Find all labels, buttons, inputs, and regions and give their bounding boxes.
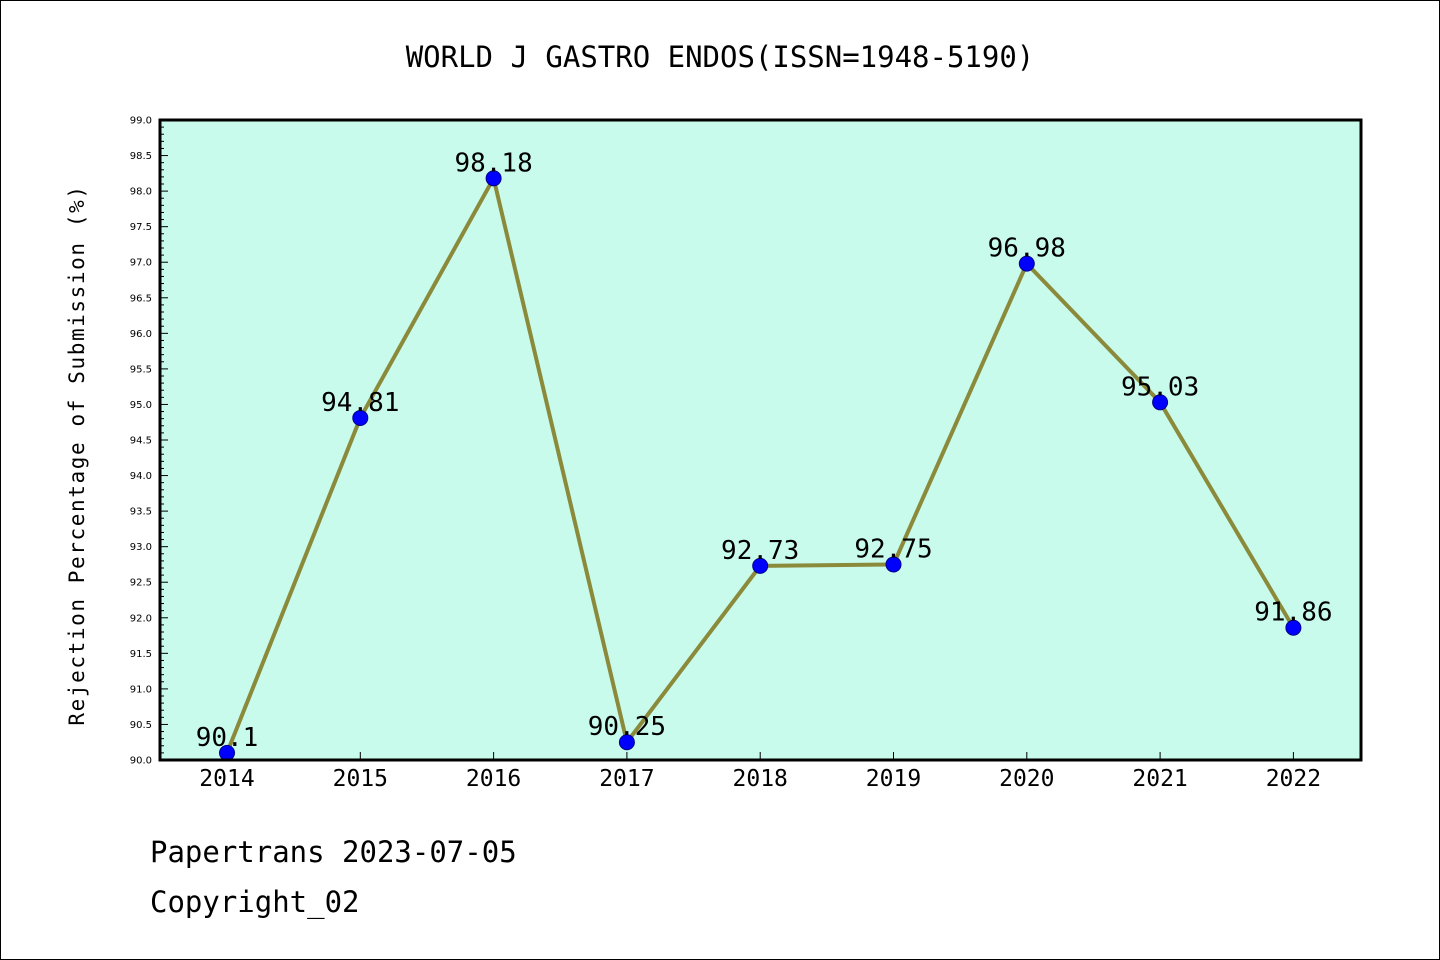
data-label: 92.73 bbox=[721, 536, 799, 566]
data-labels-group: 90.1 94.81 98.18 90.25 92.73 92.75 96.98 95.03 9… bbox=[196, 148, 1333, 753]
y-tick-label: 92.0 bbox=[130, 613, 152, 624]
x-tick-label: 2019 bbox=[866, 766, 921, 792]
data-point-marker bbox=[752, 557, 769, 574]
y-tick-label: 91.0 bbox=[130, 684, 152, 695]
data-point-marker bbox=[1152, 394, 1169, 411]
y-tick-label: 95.5 bbox=[130, 364, 152, 375]
data-point-marker bbox=[618, 734, 635, 751]
data-label: 92.75 bbox=[854, 534, 932, 564]
footer-copyright: Copyright_02 bbox=[150, 885, 360, 919]
data-label: 96.98 bbox=[988, 234, 1066, 264]
y-tick-label: 90.0 bbox=[130, 756, 152, 767]
data-point-marker bbox=[485, 170, 502, 187]
x-tick-label: 2014 bbox=[199, 766, 254, 792]
y-tick-label: 92.5 bbox=[130, 578, 152, 589]
data-point-marker bbox=[352, 409, 369, 426]
data-label: 98.18 bbox=[454, 148, 532, 178]
plot-area bbox=[160, 120, 1361, 760]
plot-border bbox=[158, 118, 1363, 762]
data-label: 95.03 bbox=[1121, 372, 1199, 402]
y-tick-label: 98.0 bbox=[130, 187, 152, 198]
y-tick-label: 98.5 bbox=[130, 151, 152, 162]
y-tick-label: 93.0 bbox=[130, 542, 152, 553]
markers-group bbox=[219, 170, 1302, 761]
y-tick-label: 91.5 bbox=[130, 649, 152, 660]
x-tick-label: 2018 bbox=[733, 766, 788, 792]
data-point-marker bbox=[1018, 255, 1035, 272]
x-tick-label: 2015 bbox=[333, 766, 388, 792]
data-point-marker bbox=[885, 556, 902, 573]
y-axis-label: Rejection Percentage of Submission (%) bbox=[65, 184, 89, 725]
y-tick-label: 90.5 bbox=[130, 720, 152, 731]
y-tick-label: 95.0 bbox=[130, 400, 152, 411]
y-tick-label: 94.0 bbox=[130, 471, 152, 482]
y-tick-label: 97.5 bbox=[130, 222, 152, 233]
y-tick-label: 97.0 bbox=[130, 258, 152, 269]
data-label: 94.81 bbox=[321, 388, 399, 418]
y-tick-label: 96.0 bbox=[130, 329, 152, 340]
data-point-marker bbox=[1285, 619, 1302, 636]
y-tick-label: 93.5 bbox=[130, 507, 152, 518]
data-label: 90.1 bbox=[196, 723, 259, 753]
x-tick-label: 2020 bbox=[999, 766, 1054, 792]
y-axis: 90.0 90.5 91.0 91.5 92.0 92.5 93.0 93.5 94.0 94.5… bbox=[130, 116, 168, 767]
y-tick-label: 99.0 bbox=[130, 116, 152, 127]
y-tick-label: 96.5 bbox=[130, 293, 152, 304]
x-tick-label: 2016 bbox=[466, 766, 521, 792]
footer-date: Papertrans 2023-07-05 bbox=[150, 835, 517, 869]
x-tick-label: 2021 bbox=[1132, 766, 1187, 792]
x-axis: 2014 2015 2016 2017 2018 2019 2020 2021 2022 bbox=[199, 752, 1321, 792]
data-label: 90.25 bbox=[588, 712, 666, 742]
x-tick-label: 2022 bbox=[1266, 766, 1321, 792]
data-label: 91.86 bbox=[1254, 598, 1332, 628]
x-tick-label: 2017 bbox=[599, 766, 654, 792]
chart-title: WORLD J GASTRO ENDOS(ISSN=1948-5190) bbox=[406, 40, 1035, 74]
y-tick-label: 94.5 bbox=[130, 436, 152, 447]
